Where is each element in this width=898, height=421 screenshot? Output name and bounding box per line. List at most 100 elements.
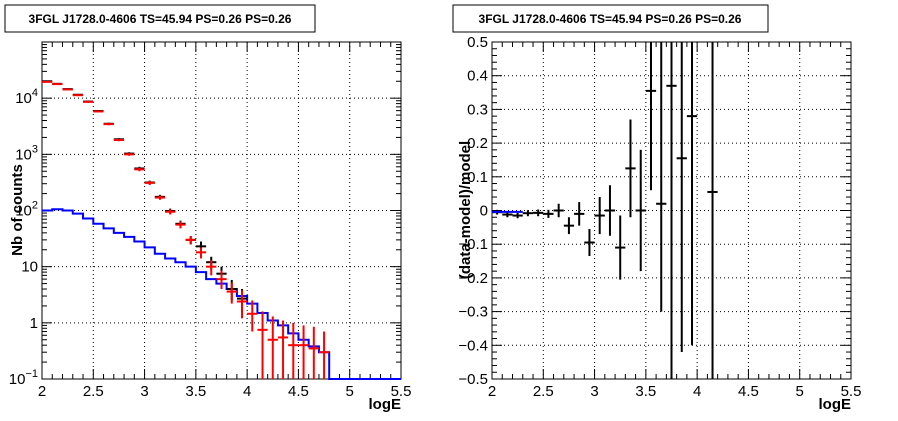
data-point [154, 195, 166, 200]
data-point [645, 42, 657, 191]
data-point [206, 260, 217, 276]
data-point [144, 181, 155, 185]
y-tick-label: 102 [15, 200, 38, 220]
residuals-ytick-labels: −0.5 −0.4 −0.3 −0.2 −0.1 0 0.1 0.2 0.3 0.4 0.5 [458, 34, 488, 388]
residuals-xtick-labels: 2 2.5 3 3.5 4 4.5 5 5.5 [488, 383, 862, 400]
residuals-title: 3FGL J1728.0-4606 TS=45.94 PS=0.26 PS=0.… [479, 12, 742, 26]
data-point [522, 210, 534, 217]
data-point [553, 203, 564, 218]
data-point [625, 119, 636, 218]
data-point [175, 221, 186, 229]
x-tick-label: 4.5 [288, 383, 309, 400]
x-tick-label: 5.5 [841, 383, 862, 400]
counts-x-axis-label: logE [369, 396, 402, 413]
y-tick-label: 0.5 [467, 34, 488, 51]
y-tick-label: 0.4 [467, 68, 488, 85]
x-tick-label: 2.5 [83, 383, 104, 400]
y-tick-label: −0.3 [458, 304, 488, 321]
data-point [308, 326, 319, 379]
x-tick-label: 5 [796, 383, 804, 400]
counts-xtick-labels: 2 2.5 3 3.5 4 4.5 5 5.5 [38, 383, 412, 400]
data-point [666, 42, 677, 379]
data-point [277, 320, 289, 379]
data-point [594, 197, 605, 235]
data-point [83, 100, 94, 103]
y-tick-label: 0.1 [467, 169, 488, 186]
counts-title-box [4, 4, 316, 33]
y-tick-label: 103 [15, 143, 38, 163]
x-tick-label: 3.5 [635, 383, 656, 400]
model-step-line [42, 208, 401, 380]
data-point [298, 325, 309, 379]
residuals-panel: 3FGL J1728.0-4606 TS=45.94 PS=0.26 PS=0.… [452, 4, 862, 413]
y-tick-label: 10−1 [9, 368, 38, 388]
y-tick-label: 10 [21, 259, 38, 276]
y-tick-label: −0.4 [458, 337, 488, 354]
data-point [216, 270, 227, 290]
residuals-ticks [491, 41, 852, 380]
data-point [574, 202, 585, 226]
data-point [257, 311, 268, 379]
x-tick-label: 3 [590, 383, 598, 400]
y-tick-label: 0 [480, 203, 488, 220]
data-point [656, 42, 667, 312]
x-tick-label: 5.5 [391, 383, 412, 400]
data-point [236, 290, 248, 319]
x-tick-label: 2.5 [533, 383, 554, 400]
data-point [533, 209, 544, 217]
data-point [707, 42, 718, 379]
x-tick-label: 3 [140, 383, 148, 400]
data-point [267, 316, 278, 379]
data-point [676, 42, 687, 353]
data-point [124, 152, 135, 156]
data-point [512, 212, 523, 219]
x-tick-label: 2 [38, 383, 46, 400]
counts-y-axis-label: Nb of counts [9, 164, 26, 256]
data-point [604, 185, 616, 236]
residuals-y-axis-label: (data-model)/model [457, 141, 474, 279]
counts-series [42, 80, 401, 380]
data-point [563, 217, 575, 235]
counts-title: 3FGL J1728.0-4606 TS=45.94 PS=0.26 PS=0.… [29, 12, 292, 26]
y-tick-label: 1 [30, 315, 38, 332]
x-tick-label: 5 [346, 383, 354, 400]
x-tick-label: 3.5 [185, 383, 206, 400]
data-point [543, 209, 554, 218]
data-point [185, 236, 196, 245]
counts-plot-frame [41, 41, 402, 380]
data-point [62, 88, 73, 91]
y-tick-label: −0.2 [458, 270, 488, 287]
data-point [195, 247, 207, 259]
residuals-x-axis-label: logE [819, 396, 852, 413]
y-tick-label: −0.5 [458, 371, 488, 388]
data-point [52, 83, 63, 86]
data-point [584, 229, 595, 256]
x-tick-label: 2 [488, 383, 496, 400]
data-point [615, 215, 626, 280]
counts-ytick-labels: 10−1 1 10 102 103 104 [9, 87, 38, 388]
residuals-title-box [452, 4, 769, 33]
data-point [247, 300, 258, 332]
data-point [165, 209, 176, 215]
counts-ticks [41, 42, 402, 380]
x-tick-label: 4 [243, 383, 251, 400]
x-tick-label: 4.5 [738, 383, 759, 400]
data-point [635, 149, 646, 272]
data-point [42, 80, 53, 83]
y-tick-label: 104 [15, 87, 38, 107]
x-tick-label: 4 [693, 383, 701, 400]
data-point [113, 138, 125, 142]
data-point [686, 42, 698, 346]
residuals-series [492, 42, 718, 379]
counts-grid [42, 42, 401, 379]
data-point [288, 322, 299, 379]
y-tick-label: 0.3 [467, 101, 488, 118]
y-tick-label: 0.2 [467, 135, 488, 152]
data-point [103, 123, 114, 126]
y-tick-label: −0.1 [458, 236, 488, 253]
data-point [72, 94, 84, 97]
data-point [93, 110, 104, 113]
counts-panel: 3FGL J1728.0-4606 TS=45.94 PS=0.26 PS=0.… [4, 4, 412, 413]
data-point [226, 282, 237, 304]
